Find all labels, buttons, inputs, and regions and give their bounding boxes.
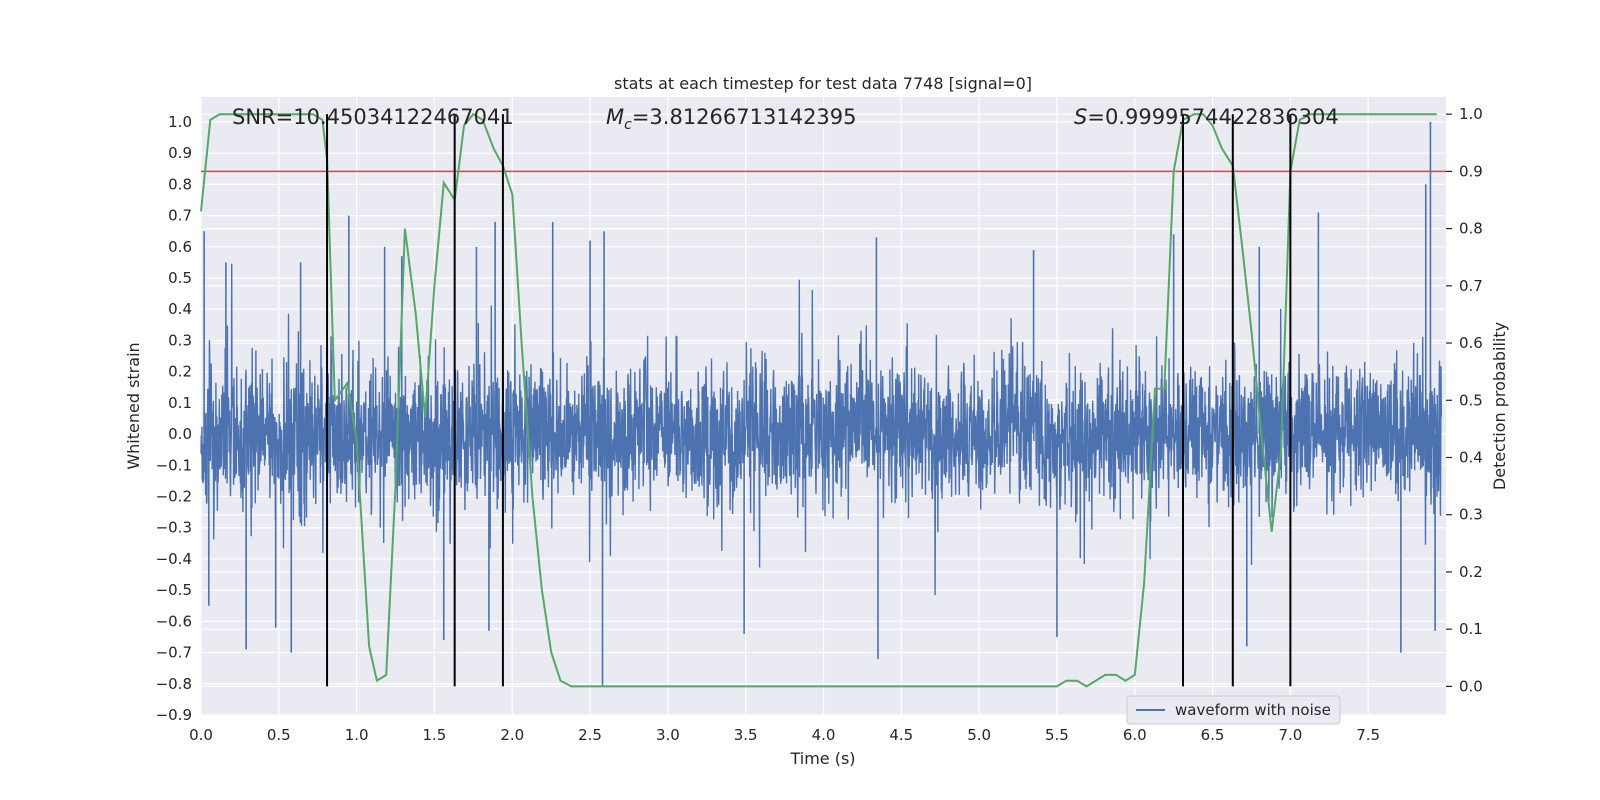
y-tick-label: 0.8 xyxy=(168,175,192,193)
right-y-axis-label: Detection probability xyxy=(1490,322,1509,490)
right-y-tick-label: 0.9 xyxy=(1459,162,1483,180)
x-tick-label: 5.0 xyxy=(967,726,991,744)
waveform-trace xyxy=(200,263,1442,596)
s-value: =0.9999574422836304 xyxy=(1087,105,1338,129)
y-tick-label: 0.0 xyxy=(168,425,192,443)
s-symbol: S xyxy=(1074,105,1087,129)
chirp-mass-annotation: Mc=3.81266713142395 xyxy=(606,105,857,133)
mc-subscript: c xyxy=(624,117,632,133)
y-tick-label: 0.5 xyxy=(168,269,192,287)
y-tick-label: −0.2 xyxy=(156,488,192,506)
y-tick-label: −0.4 xyxy=(156,550,192,568)
x-tick-label: 6.0 xyxy=(1123,726,1147,744)
y-tick-label: 0.4 xyxy=(168,300,192,318)
y-tick-label: 0.1 xyxy=(168,394,192,412)
right-y-tick-label: 0.4 xyxy=(1459,449,1483,467)
y-tick-label: 0.7 xyxy=(168,207,192,225)
right-y-tick-label: 0.1 xyxy=(1459,620,1483,638)
legend-box xyxy=(1126,695,1341,725)
x-tick-label: 1.5 xyxy=(423,726,447,744)
y-tick-label: −0.8 xyxy=(156,675,192,693)
right-y-tick-label: 0.2 xyxy=(1459,563,1483,581)
y-tick-label: −0.5 xyxy=(156,581,192,599)
mc-value: =3.81266713142395 xyxy=(632,105,857,129)
right-y-tick-label: 0.6 xyxy=(1459,334,1483,352)
x-tick-label: 0.0 xyxy=(189,726,213,744)
right-y-tick-label: 0.8 xyxy=(1459,220,1483,238)
right-y-tick-label: 0.3 xyxy=(1459,506,1483,524)
legend: waveform with noise xyxy=(1126,695,1341,725)
legend-label: waveform with noise xyxy=(1175,701,1331,719)
probability-series xyxy=(200,112,1437,688)
y-tick-label: 0.9 xyxy=(168,144,192,162)
right-y-tick-label: 0.7 xyxy=(1459,277,1483,295)
chart-title: stats at each timestep for test data 774… xyxy=(614,74,1032,93)
x-tick-label: 7.5 xyxy=(1356,726,1380,744)
x-tick-label: 5.5 xyxy=(1045,726,1069,744)
y-tick-label: −0.7 xyxy=(156,644,192,662)
x-tick-label: 4.0 xyxy=(812,726,836,744)
y-tick-label: 0.3 xyxy=(168,331,192,349)
right-y-tick-label: 0.5 xyxy=(1459,391,1483,409)
waveform-series xyxy=(200,121,1442,687)
y-tick-label: 0.2 xyxy=(168,363,192,381)
x-tick-label: 3.0 xyxy=(656,726,680,744)
x-tick-label: 2.5 xyxy=(578,726,602,744)
y-tick-label: −0.6 xyxy=(156,612,192,630)
y-tick-label: 0.6 xyxy=(168,238,192,256)
detection-markers xyxy=(326,114,1292,687)
x-axis-label: Time (s) xyxy=(789,749,855,768)
y-tick-label: −0.3 xyxy=(156,519,192,537)
x-tick-label: 6.5 xyxy=(1201,726,1225,744)
y-tick-label: 1.0 xyxy=(168,113,192,131)
x-tick-label: 2.0 xyxy=(500,726,524,744)
x-tick-label: 4.5 xyxy=(889,726,913,744)
s-annotation: S=0.9999574422836304 xyxy=(1074,105,1339,129)
right-y-tick-label: 0.0 xyxy=(1459,677,1483,695)
y-tick-labels: 1.0 0.9 0.8 0.7 0.6 0.5 0.4 0.3 0.2 0.1 0.0 −0.1 −0.… xyxy=(156,113,192,724)
right-y-tick-label: 1.0 xyxy=(1459,105,1483,123)
x-tick-label: 1.0 xyxy=(345,726,369,744)
x-tick-label: 0.5 xyxy=(267,726,291,744)
x-tick-labels: 0.0 0.5 1.0 1.5 2.0 2.5 3.0 3.5 4.0 4.5 5.0 5.5 6.0 6… xyxy=(189,726,1380,744)
y-tick-label: −0.9 xyxy=(156,706,192,724)
right-y-tick-labels: 1.0 0.9 0.8 0.7 0.6 0.5 0.4 0.3 0.2 0.1 0.0 xyxy=(1446,105,1483,695)
y-tick-label: −0.1 xyxy=(156,456,192,474)
x-tick-label: 3.5 xyxy=(734,726,758,744)
y-axis-label: Whitened strain xyxy=(124,342,143,469)
x-tick-label: 7.0 xyxy=(1278,726,1302,744)
snr-annotation: SNR=10.45034122467041 xyxy=(232,105,514,129)
mc-symbol: M xyxy=(606,105,624,129)
